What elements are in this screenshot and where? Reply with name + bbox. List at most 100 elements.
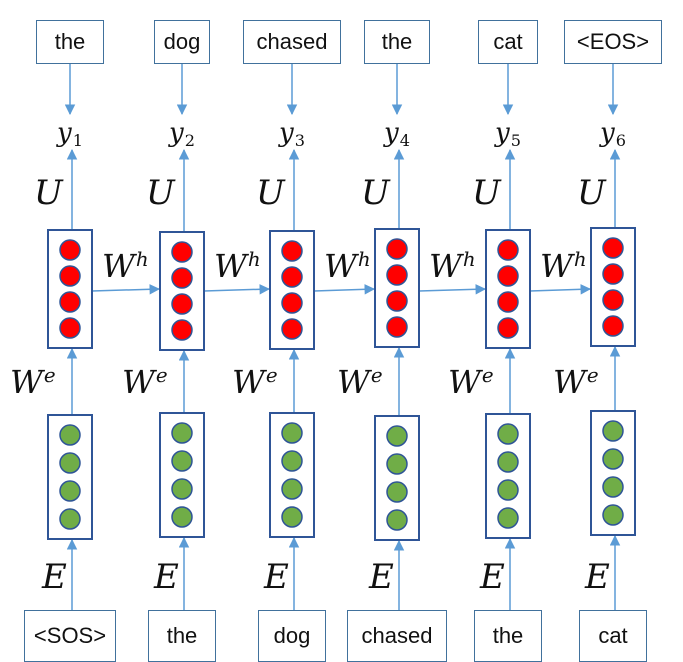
embedding-node — [386, 453, 408, 475]
output-weight-label-base: U — [256, 173, 285, 213]
output-weight-label: U — [361, 176, 390, 210]
embedding-matrix-label-base: E — [480, 557, 505, 597]
embedding-node — [497, 507, 519, 529]
input-word-box: the — [148, 610, 216, 662]
embedding-matrix-label: E — [585, 560, 610, 594]
embedding-weight-label-base: W — [122, 363, 155, 401]
output-label: y1 — [57, 120, 83, 148]
embedding-node — [497, 479, 519, 501]
arrow-recurrent — [529, 284, 592, 295]
output-weight-label-base: U — [577, 173, 606, 213]
arrow-recurrent — [313, 284, 376, 295]
embedding-weight-label-sup: e — [43, 364, 56, 388]
embedding-node — [497, 423, 519, 445]
output-weight-label: U — [146, 176, 175, 210]
recurrent-weight-label-base: W — [324, 247, 357, 285]
embedding-node — [59, 452, 81, 474]
recurrent-weight-label-sup: h — [462, 248, 476, 272]
embedding-node — [171, 506, 193, 528]
output-label-base: y — [279, 118, 294, 148]
embedding-node — [386, 509, 408, 531]
hidden-node — [59, 317, 81, 339]
hidden-node — [497, 291, 519, 313]
output-word-box: the — [364, 20, 430, 64]
hidden-node — [386, 238, 408, 260]
embedding-weight-label: We — [337, 366, 383, 398]
hidden-node — [497, 239, 519, 261]
hidden-node — [386, 264, 408, 286]
input-word-box: the — [474, 610, 542, 662]
input-word-box: chased — [347, 610, 447, 662]
hidden-node — [281, 266, 303, 288]
embedding-node — [281, 478, 303, 500]
hidden-node — [281, 292, 303, 314]
embedding-matrix-label: E — [42, 560, 67, 594]
hidden-node — [602, 263, 624, 285]
embedding-node — [602, 476, 624, 498]
recurrent-weight-label-sup: h — [573, 248, 587, 272]
embedding-node — [602, 504, 624, 526]
embedding-node — [386, 481, 408, 503]
hidden-node — [497, 317, 519, 339]
embedding-weight-label: We — [232, 366, 278, 398]
recurrent-weight-label: Wh — [540, 250, 587, 282]
embedding-node — [171, 422, 193, 444]
embedding-weight-label: We — [122, 366, 168, 398]
arrow-recurrent — [418, 284, 487, 295]
output-label-sub: 2 — [184, 130, 195, 150]
output-label-sub: 1 — [72, 130, 83, 150]
embedding-weight-label-sup: e — [370, 364, 383, 388]
hidden-node — [386, 290, 408, 312]
recurrent-weight-label-sup: h — [247, 248, 261, 272]
recurrent-weight-label-base: W — [540, 247, 573, 285]
embedding-node — [59, 508, 81, 530]
recurrent-weight-label: Wh — [102, 250, 149, 282]
boxes-layer — [47, 227, 636, 541]
output-weight-label-base: U — [146, 173, 175, 213]
output-label: y5 — [495, 120, 521, 148]
input-word-box: dog — [258, 610, 326, 662]
embedding-weight-label-base: W — [10, 363, 43, 401]
recurrent-weight-label-base: W — [429, 247, 462, 285]
embedding-matrix-label: E — [154, 560, 179, 594]
output-weight-label: U — [472, 176, 501, 210]
hidden-node — [171, 319, 193, 341]
embedding-weight-label-sup: e — [155, 364, 168, 388]
recurrent-weight-label-sup: h — [357, 248, 371, 272]
arrow-recurrent — [203, 284, 271, 295]
output-weight-label-base: U — [34, 173, 63, 213]
hidden-node — [171, 267, 193, 289]
hidden-node — [602, 315, 624, 337]
output-word-box: cat — [478, 20, 538, 64]
output-label-base: y — [384, 118, 399, 148]
output-weight-label-base: U — [361, 173, 390, 213]
embedding-weight-label-sup: e — [265, 364, 278, 388]
embedding-matrix-label-base: E — [42, 557, 67, 597]
output-label-base: y — [169, 118, 184, 148]
embedding-node — [281, 422, 303, 444]
embedding-matrix-label-base: E — [264, 557, 289, 597]
hidden-node — [281, 318, 303, 340]
embedding-node — [602, 420, 624, 442]
embedding-weight-label-sup: e — [586, 364, 599, 388]
hidden-node — [281, 240, 303, 262]
arrow-recurrent — [91, 284, 161, 295]
embedding-weight-label-base: W — [448, 363, 481, 401]
recurrent-weight-label: Wh — [214, 250, 261, 282]
recurrent-weight-label-base: W — [214, 247, 247, 285]
embedding-matrix-label-base: E — [585, 557, 610, 597]
output-label-sub: 5 — [510, 130, 521, 150]
output-weight-label: U — [34, 176, 63, 210]
embedding-weight-label-sup: e — [481, 364, 494, 388]
embedding-node — [497, 451, 519, 473]
output-word-box: chased — [243, 20, 341, 64]
hidden-node — [59, 265, 81, 287]
embedding-node — [281, 450, 303, 472]
embedding-weight-label-base: W — [553, 363, 586, 401]
input-word-box: <SOS> — [24, 610, 116, 662]
arrows-layer — [64, 64, 621, 610]
output-word-box: the — [36, 20, 104, 64]
embedding-matrix-label: E — [264, 560, 289, 594]
embedding-matrix-label-base: E — [369, 557, 394, 597]
embedding-node — [59, 424, 81, 446]
